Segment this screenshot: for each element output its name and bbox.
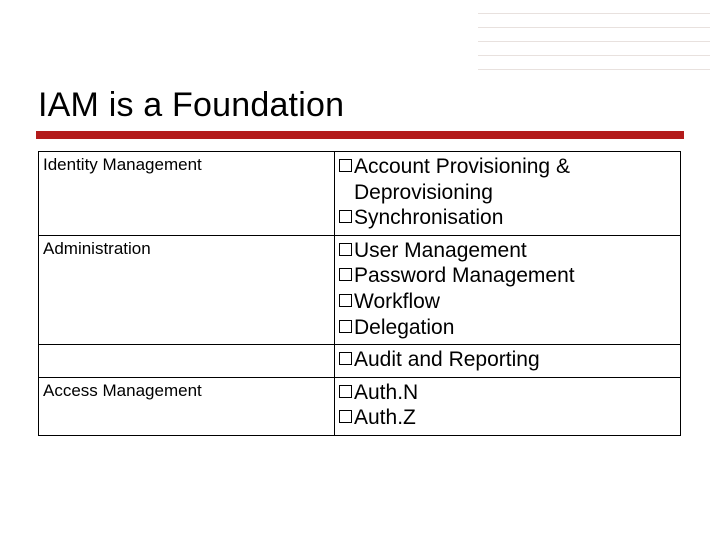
item-label: Auth.N	[354, 380, 418, 406]
hollow-square-icon	[339, 210, 352, 223]
item-label: Audit and Reporting	[354, 347, 540, 373]
item-label: User Management	[354, 238, 527, 264]
category-cell: Administration	[39, 235, 335, 344]
iam-table: Identity ManagementAccount Provisioning …	[38, 151, 681, 436]
hollow-square-icon	[339, 352, 352, 365]
hollow-square-icon	[339, 410, 352, 423]
title-underline	[36, 131, 684, 139]
list-item: Delegation	[339, 315, 676, 341]
table-row: AdministrationUser ManagementPassword Ma…	[39, 235, 681, 344]
items-cell: User ManagementPassword ManagementWorkfl…	[335, 235, 681, 344]
hollow-square-icon	[339, 294, 352, 307]
table-row: Audit and Reporting	[39, 345, 681, 378]
table-row: Access ManagementAuth.NAuth.Z	[39, 377, 681, 435]
item-label: Workflow	[354, 289, 440, 315]
item-label: Delegation	[354, 315, 454, 341]
list-item: Audit and Reporting	[339, 347, 676, 373]
hollow-square-icon	[339, 268, 352, 281]
hollow-square-icon	[339, 159, 352, 172]
list-item: Auth.Z	[339, 405, 676, 431]
list-item: Workflow	[339, 289, 676, 315]
category-cell	[39, 345, 335, 378]
items-cell: Account Provisioning & DeprovisioningSyn…	[335, 152, 681, 236]
items-cell: Auth.NAuth.Z	[335, 377, 681, 435]
item-label: Auth.Z	[354, 405, 416, 431]
list-item: Password Management	[339, 263, 676, 289]
hollow-square-icon	[339, 243, 352, 256]
item-label: Account Provisioning & Deprovisioning	[354, 154, 676, 205]
list-item: Auth.N	[339, 380, 676, 406]
category-cell: Access Management	[39, 377, 335, 435]
list-item: Account Provisioning & Deprovisioning	[339, 154, 676, 205]
list-item: Synchronisation	[339, 205, 676, 231]
item-label: Synchronisation	[354, 205, 503, 231]
list-item: User Management	[339, 238, 676, 264]
table-row: Identity ManagementAccount Provisioning …	[39, 152, 681, 236]
slide: IAM is a Foundation Identity ManagementA…	[0, 0, 720, 540]
item-label: Password Management	[354, 263, 575, 289]
items-cell: Audit and Reporting	[335, 345, 681, 378]
hollow-square-icon	[339, 385, 352, 398]
category-cell: Identity Management	[39, 152, 335, 236]
page-title: IAM is a Foundation	[38, 60, 684, 125]
hollow-square-icon	[339, 320, 352, 333]
